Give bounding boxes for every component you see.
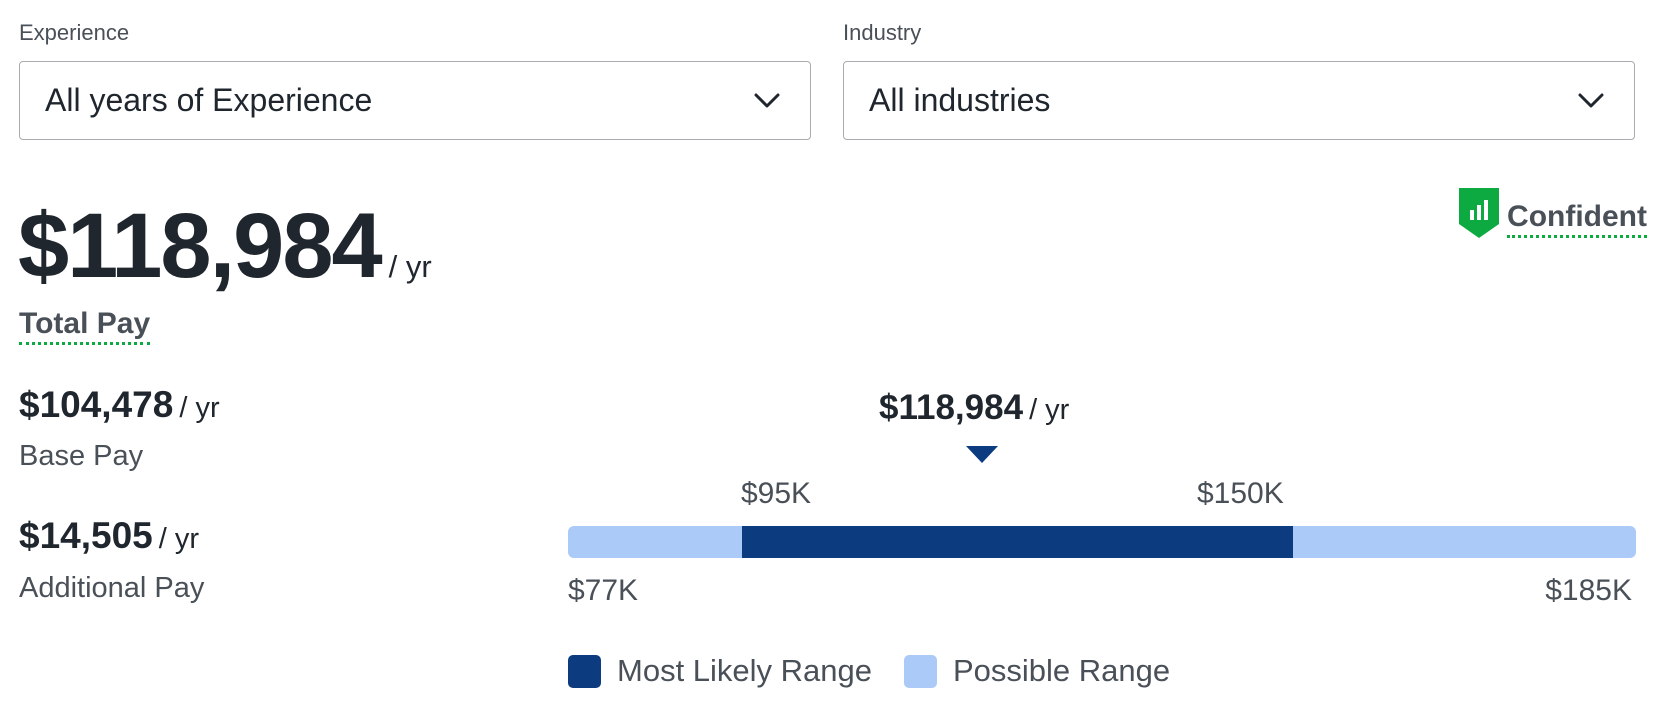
most-likely-range-bar <box>742 526 1293 558</box>
industry-select[interactable]: All industries <box>843 61 1635 140</box>
total-pay-label[interactable]: Total Pay <box>19 308 151 345</box>
experience-label: Experience <box>19 20 130 45</box>
median-pay-amount: $118,984 <box>879 388 1024 427</box>
industry-label: Industry <box>843 20 922 45</box>
possible-low-label: $77K <box>568 574 639 607</box>
base-pay-label: Base Pay <box>19 440 144 472</box>
additional-pay-row: $14,505 / yr <box>19 515 199 557</box>
legend-most-likely: Most Likely Range <box>568 653 872 689</box>
possible-swatch <box>904 654 937 688</box>
confidence-badge[interactable]: Confident <box>1459 188 1647 238</box>
most-likely-label: Most Likely Range <box>617 653 873 688</box>
experience-value: All years of Experience <box>45 82 373 118</box>
likely-high-label: $150K <box>1197 477 1284 510</box>
possible-label: Possible Range <box>953 653 1171 688</box>
bar-chart-shield-icon <box>1459 188 1500 238</box>
chevron-down-icon <box>754 93 780 107</box>
base-pay-per-year: / yr <box>179 392 220 424</box>
additional-pay-amount: $14,505 <box>19 515 153 556</box>
confidence-label: Confident <box>1507 200 1647 238</box>
median-pointer-icon <box>966 446 998 463</box>
experience-select[interactable]: All years of Experience <box>19 61 811 140</box>
legend-possible: Possible Range <box>904 653 1170 689</box>
base-pay-amount: $104,478 <box>19 384 174 425</box>
chevron-down-icon <box>1578 93 1604 107</box>
total-pay-amount: $118,984 <box>18 195 383 297</box>
median-pay-label: $118,984 / yr <box>879 388 1069 428</box>
total-pay-amount-row: $118,984 / yr <box>18 200 432 292</box>
possible-range-bar <box>568 526 1636 558</box>
median-pay-per-year: / yr <box>1029 394 1070 426</box>
additional-pay-per-year: / yr <box>158 523 200 555</box>
likely-low-label: $95K <box>741 477 812 510</box>
possible-high-label: $185K <box>1545 574 1632 607</box>
additional-pay-label: Additional Pay <box>19 572 205 604</box>
industry-value: All industries <box>869 82 1051 118</box>
total-pay-per-year: / yr <box>388 249 432 284</box>
base-pay-row: $104,478 / yr <box>19 384 220 426</box>
most-likely-swatch <box>568 654 601 688</box>
